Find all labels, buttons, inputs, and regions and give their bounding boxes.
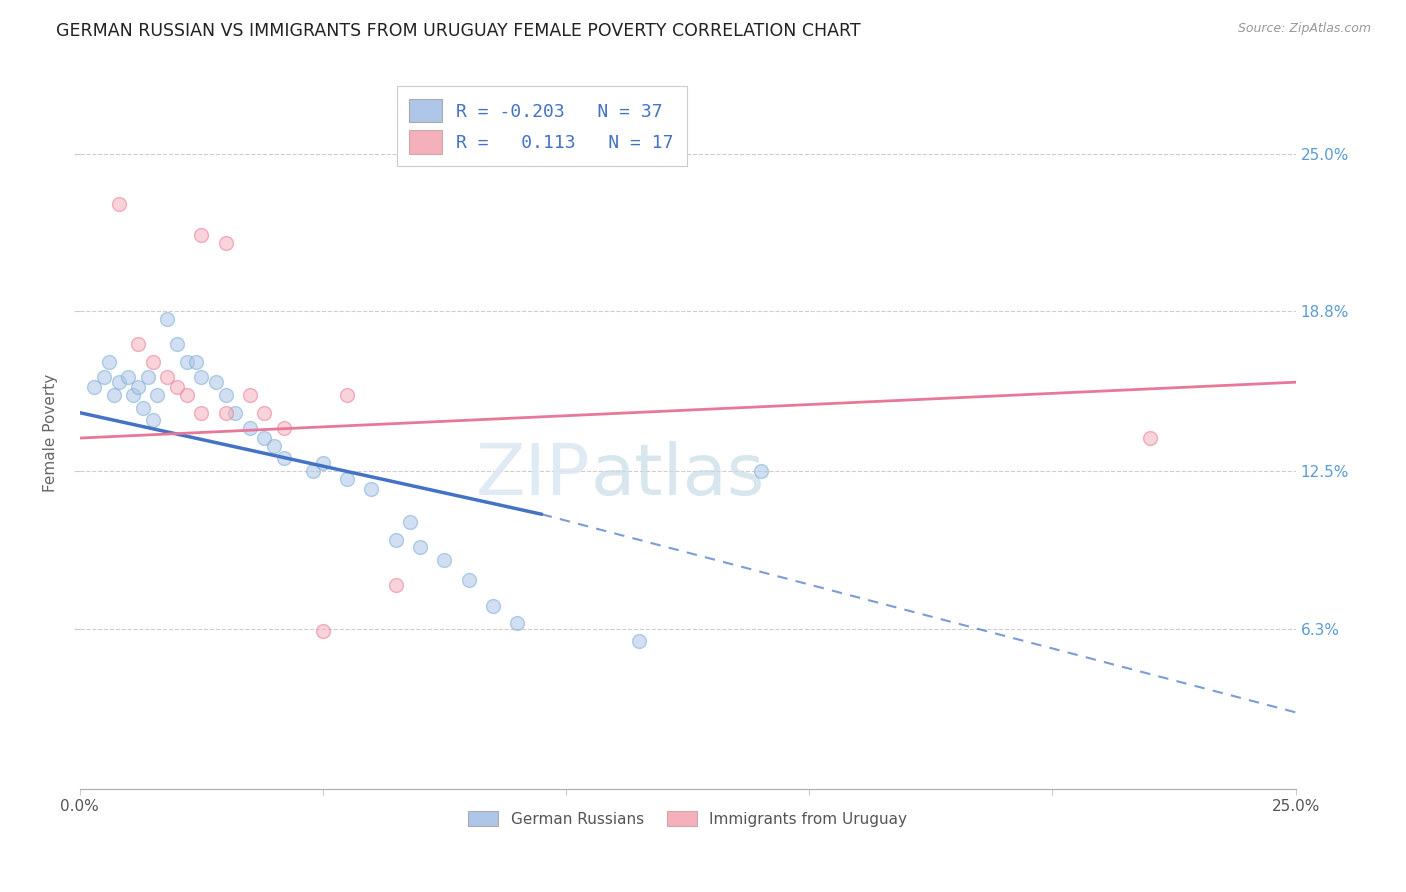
Point bbox=[107, 197, 129, 211]
Point bbox=[399, 515, 422, 529]
Point bbox=[107, 375, 129, 389]
Point bbox=[146, 388, 169, 402]
Point bbox=[166, 337, 188, 351]
Point bbox=[176, 355, 198, 369]
Point bbox=[302, 464, 325, 478]
Text: Source: ZipAtlas.com: Source: ZipAtlas.com bbox=[1237, 22, 1371, 36]
Point bbox=[186, 355, 208, 369]
Point bbox=[83, 380, 105, 394]
Point bbox=[190, 370, 212, 384]
Text: GERMAN RUSSIAN VS IMMIGRANTS FROM URUGUAY FEMALE POVERTY CORRELATION CHART: GERMAN RUSSIAN VS IMMIGRANTS FROM URUGUA… bbox=[56, 22, 860, 40]
Point bbox=[409, 541, 432, 555]
Point bbox=[190, 227, 212, 242]
Point bbox=[749, 464, 772, 478]
Point bbox=[360, 482, 382, 496]
Point bbox=[127, 337, 149, 351]
Point bbox=[385, 533, 408, 547]
Point bbox=[457, 574, 479, 588]
Point bbox=[336, 388, 359, 402]
Point bbox=[1139, 431, 1161, 445]
Point bbox=[482, 599, 505, 613]
Point bbox=[156, 370, 179, 384]
Point bbox=[385, 578, 408, 592]
Point bbox=[103, 388, 125, 402]
Point bbox=[273, 451, 295, 466]
Point bbox=[132, 401, 155, 415]
Point bbox=[93, 370, 115, 384]
Point bbox=[253, 406, 276, 420]
Point bbox=[190, 406, 212, 420]
Point bbox=[253, 431, 276, 445]
Point bbox=[127, 380, 149, 394]
Text: ZIP: ZIP bbox=[475, 442, 591, 510]
Point bbox=[627, 634, 650, 648]
Point bbox=[142, 355, 165, 369]
Point bbox=[122, 388, 145, 402]
Point bbox=[205, 375, 228, 389]
Point bbox=[263, 439, 285, 453]
Point bbox=[224, 406, 246, 420]
Point bbox=[142, 413, 165, 427]
Legend: German Russians, Immigrants from Uruguay: German Russians, Immigrants from Uruguay bbox=[460, 803, 915, 834]
Y-axis label: Female Poverty: Female Poverty bbox=[44, 374, 58, 492]
Point bbox=[136, 370, 159, 384]
Point bbox=[214, 406, 236, 420]
Point bbox=[239, 388, 262, 402]
Point bbox=[166, 380, 188, 394]
Point bbox=[156, 311, 179, 326]
Text: atlas: atlas bbox=[591, 442, 765, 510]
Point bbox=[336, 472, 359, 486]
Point bbox=[97, 355, 120, 369]
Point bbox=[312, 457, 335, 471]
Point bbox=[506, 616, 529, 631]
Point bbox=[117, 370, 139, 384]
Point bbox=[214, 388, 236, 402]
Point bbox=[239, 421, 262, 435]
Point bbox=[312, 624, 335, 638]
Point bbox=[176, 388, 198, 402]
Point bbox=[214, 235, 236, 250]
Point bbox=[273, 421, 295, 435]
Point bbox=[433, 553, 456, 567]
